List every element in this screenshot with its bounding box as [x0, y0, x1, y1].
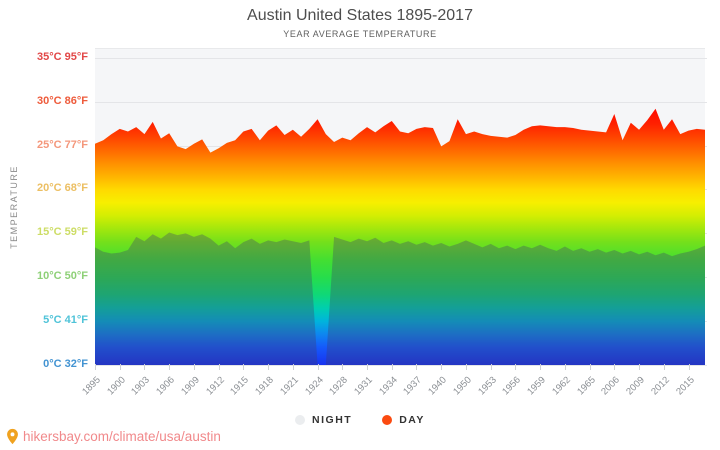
x-axis-tick — [688, 364, 690, 370]
y-axis-label: 25°C 77°F — [37, 138, 88, 151]
x-axis-tick — [515, 364, 517, 370]
y-axis-label: 20°C 68°F — [37, 182, 88, 195]
y-axis-label: 35°C 95°F — [37, 50, 88, 63]
x-axis-tick — [169, 364, 171, 370]
x-axis-tick — [317, 364, 319, 370]
y-axis-title: TEMPERATURE — [9, 165, 19, 249]
legend-label: NIGHT — [312, 414, 353, 426]
x-axis-tick — [144, 364, 146, 370]
x-axis-tick — [119, 364, 121, 370]
y-axis-label: 30°C 86°F — [37, 94, 88, 107]
night-temperature-overlay[interactable] — [95, 232, 705, 365]
y-axis-label: 0°C 32°F — [43, 358, 88, 370]
x-axis-tick — [193, 364, 195, 370]
legend-label: DAY — [399, 414, 425, 426]
footer-link[interactable]: hikersbay.com/climate/usa/austin — [23, 429, 221, 444]
x-axis-tick — [416, 364, 418, 370]
legend-dot — [382, 415, 393, 425]
x-axis-tick — [639, 364, 641, 370]
footer: hikersbay.com/climate/usa/austin — [6, 428, 221, 445]
x-axis-tick — [367, 364, 369, 370]
chart-plot-area — [95, 48, 707, 366]
gridline — [95, 365, 707, 366]
x-axis-tick — [268, 364, 270, 370]
x-axis-tick — [490, 364, 492, 370]
legend-item-night[interactable]: NIGHT — [295, 414, 352, 426]
page-title: Austin United States 1895-2017 — [247, 7, 473, 24]
legend-item-day[interactable]: DAY — [382, 414, 425, 426]
x-axis-tick — [342, 364, 344, 370]
x-axis-tick — [218, 364, 220, 370]
x-axis-tick — [292, 364, 294, 370]
x-axis-tick — [391, 364, 393, 370]
gridline — [95, 101, 707, 103]
x-axis-tick — [441, 364, 443, 370]
x-axis-tick — [243, 364, 245, 370]
x-axis-tick — [540, 364, 542, 370]
x-axis-tick — [663, 364, 665, 370]
page-subtitle: YEAR AVERAGE TEMPERATURE — [283, 29, 437, 39]
y-axis-label: 5°C 41°F — [43, 314, 88, 327]
x-axis-tick — [564, 364, 566, 370]
day-temperature-area[interactable] — [95, 108, 705, 365]
legend-dot — [295, 415, 306, 425]
y-axis-label: 10°C 50°F — [37, 270, 88, 283]
location-pin-icon — [7, 428, 18, 445]
gridline — [95, 57, 707, 59]
x-axis-tick — [614, 364, 616, 370]
y-axis-label: 15°C 59°F — [37, 226, 88, 239]
x-axis-tick — [95, 364, 96, 370]
x-axis-tick — [589, 364, 591, 370]
chart-legend: NIGHT DAY — [0, 414, 720, 426]
x-axis-tick — [465, 364, 467, 370]
